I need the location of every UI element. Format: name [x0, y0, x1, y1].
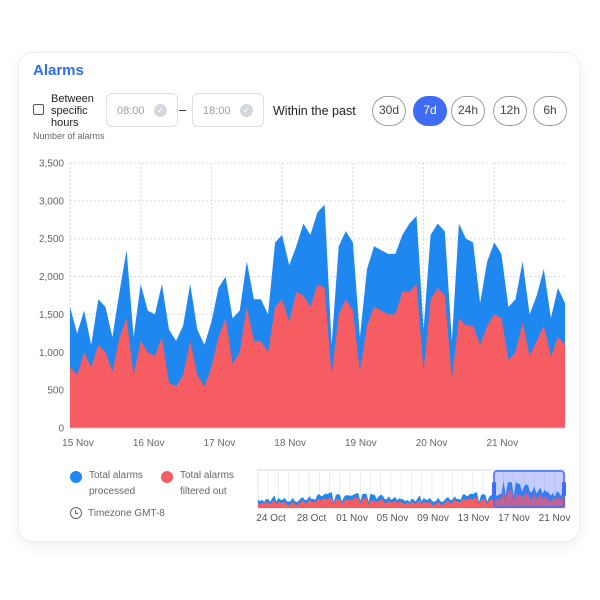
- minimap-tick-label: 17 Nov: [498, 513, 530, 524]
- y-tick-label: 3,000: [39, 196, 64, 207]
- y-tick-label: 1,500: [39, 310, 64, 321]
- minimap-tick-label: 21 Nov: [539, 513, 571, 524]
- end-time-field[interactable]: 18:00 ✓: [192, 93, 264, 127]
- time-separator: –: [179, 102, 187, 117]
- timezone-label: Timezone GMT-8: [88, 508, 165, 519]
- filtered-area: [70, 284, 565, 428]
- y-tick-label: 3,500: [39, 159, 64, 170]
- minimap-left-handle[interactable]: [492, 482, 496, 496]
- between-hours-checkbox[interactable]: [33, 104, 44, 115]
- start-time-field[interactable]: 08:00 ✓: [106, 93, 178, 127]
- y-axis-title: Number of alarms: [33, 131, 105, 141]
- alarms-chart: 0 500 1,000 1,500 2,000 2,500 3,000 3,500 15 Nov…: [39, 159, 565, 449]
- y-tick-label: 2,500: [39, 234, 64, 245]
- x-tick-label: 16 Nov: [133, 438, 165, 449]
- y-tick-label: 0: [58, 424, 64, 435]
- check-icon: ✓: [154, 104, 167, 117]
- x-tick-label: 21 Nov: [486, 438, 518, 449]
- legend-processed-dot: [70, 471, 82, 483]
- check-icon: ✓: [240, 104, 253, 117]
- start-time-value: 08:00: [117, 105, 145, 117]
- x-tick-label: 18 Nov: [274, 438, 306, 449]
- minimap-tick-label: 13 Nov: [458, 513, 490, 524]
- minimap-right-handle[interactable]: [562, 482, 566, 496]
- legend-filtered-label: Total alarms filtered out: [180, 470, 234, 497]
- minimap-selection[interactable]: [493, 470, 565, 508]
- minimap-tick-label: 01 Nov: [336, 513, 368, 524]
- range-30d-button[interactable]: 30d: [372, 96, 406, 126]
- minimap-tick-label: 09 Nov: [417, 513, 449, 524]
- minimap-filtered-area: [258, 489, 565, 508]
- minimap-tick-label: 24 Oct: [256, 513, 286, 524]
- clock-icon: [70, 507, 82, 519]
- between-hours-label: Between specific hours: [51, 93, 94, 129]
- range-12h-button[interactable]: 12h: [493, 96, 527, 126]
- legend-processed-label: Total alarms processed: [89, 470, 143, 497]
- x-tick-label: 15 Nov: [62, 438, 94, 449]
- range-7d-button[interactable]: 7d: [413, 96, 447, 126]
- x-tick-label: 20 Nov: [416, 438, 448, 449]
- x-tick-label: 17 Nov: [204, 438, 236, 449]
- range-6h-button[interactable]: 6h: [533, 96, 567, 126]
- x-tick-label: 19 Nov: [345, 438, 377, 449]
- legend-filtered-dot: [161, 471, 173, 483]
- range-navigator[interactable]: 24 Oct 28 Oct 01 Nov 05 Nov 09 Nov 13 Nov 17 N…: [0, 460, 600, 530]
- y-tick-label: 500: [47, 386, 64, 397]
- y-tick-label: 1,000: [39, 348, 64, 359]
- card-title: Alarms: [33, 62, 84, 79]
- range-24h-button[interactable]: 24h: [451, 96, 485, 126]
- minimap-tick-label: 28 Oct: [297, 513, 327, 524]
- minimap-tick-label: 05 Nov: [377, 513, 409, 524]
- y-tick-label: 2,000: [39, 272, 64, 283]
- within-label: Within the past: [273, 104, 356, 118]
- minimap-processed-area: [258, 480, 565, 508]
- end-time-value: 18:00: [203, 105, 231, 117]
